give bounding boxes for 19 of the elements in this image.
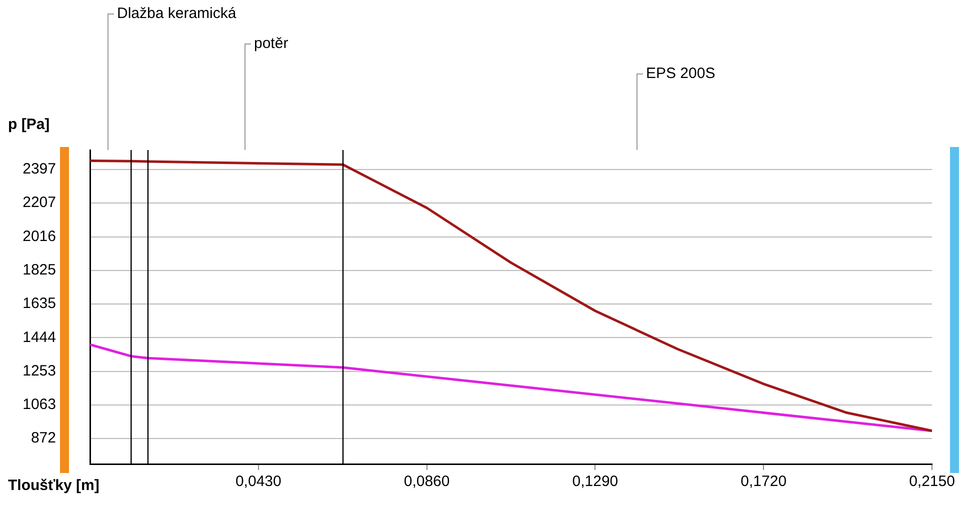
y-tick-label: 1253 [22,362,56,380]
y-tick-label: 2016 [22,228,56,245]
x-tick-label: 0,0430 [235,473,282,490]
y-tick-label: 1444 [22,328,56,346]
text: Dlažba keramická [117,5,237,22]
y-tick-label: 2207 [22,194,56,212]
x-tick-label: 0,0860 [404,473,450,490]
x-tick-label: 0,2150 [909,473,955,490]
y-tick-label: 872 [30,430,56,447]
y-axis-title: p [Pa] [8,116,50,134]
y-tick-label: 2397 [22,160,56,178]
text: potěr [254,35,288,52]
x-axis-title: Tloušťky [m] [8,477,100,494]
x-tick-label: 0,1290 [572,473,618,490]
y-tick-label: 1635 [22,295,56,312]
text: EPS 200S [646,65,716,82]
x-tick-label: 0,1720 [740,473,787,490]
y-tick-label: 1063 [22,396,56,414]
y-tick-label: 1825 [22,262,56,279]
